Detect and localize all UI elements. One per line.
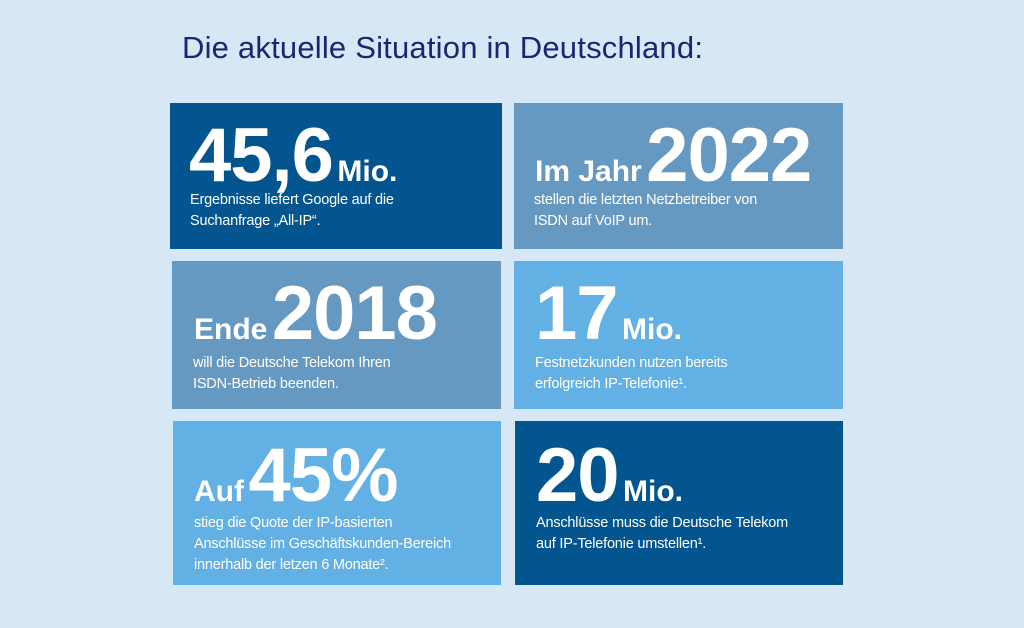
stat-description: stieg die Quote der IP-basierten Anschlü… [194, 513, 451, 576]
stat-card-17-million: 17 Mio. Festnetzkunden nutzen bereits er… [514, 261, 843, 409]
description-line: Ergebnisse liefert Google auf die [190, 192, 394, 208]
stat-headline: 17 Mio. [535, 276, 682, 352]
stat-headline: Im Jahr 2022 [535, 118, 812, 194]
stat-description: Ergebnisse liefert Google auf die Suchan… [190, 190, 394, 232]
stat-card-45-percent: Auf 45% stieg die Quote der IP-basierten… [173, 421, 501, 585]
stat-description: stellen die letzten Netzbetreiber von IS… [534, 190, 757, 232]
stat-card-google-results: 45,6 Mio. Ergebnisse liefert Google auf … [170, 103, 502, 249]
description-line: auf IP-Telefonie umstellen¹. [536, 536, 707, 552]
stat-prefix: Ende [194, 313, 268, 346]
stat-description: will die Deutsche Telekom Ihren ISDN-Bet… [193, 353, 391, 395]
stat-number: 17 [535, 271, 619, 356]
stat-unit: Mio. [622, 313, 682, 346]
stat-unit: Mio. [337, 155, 398, 188]
stat-description: Festnetzkunden nutzen bereits erfolgreic… [535, 353, 728, 395]
stat-headline: 20 Mio. [536, 438, 683, 514]
stat-prefix: Auf [194, 475, 244, 508]
stat-prefix: Im Jahr [535, 155, 642, 188]
description-line: stieg die Quote der IP-basierten [194, 515, 393, 531]
stat-number: 2022 [646, 113, 812, 198]
page-title: Die aktuelle Situation in Deutschland: [182, 30, 704, 65]
stat-description: Anschlüsse muss die Deutsche Telekom auf… [536, 513, 788, 555]
stat-number: 45% [248, 433, 398, 518]
stat-headline: Auf 45% [194, 438, 399, 514]
description-line: Anschlüsse muss die Deutsche Telekom [536, 515, 789, 531]
description-line: innerhalb der letzen 6 Monate². [194, 557, 389, 573]
stat-headline: Ende 2018 [194, 276, 438, 352]
description-line: ISDN auf VoIP um. [534, 213, 653, 229]
description-line: ISDN-Betrieb beenden. [193, 376, 339, 392]
stat-card-year-2022: Im Jahr 2022 stellen die letzten Netzbet… [514, 103, 843, 249]
description-line: Festnetzkunden nutzen bereits [535, 355, 728, 371]
description-line: Suchanfrage „All-IP“. [190, 213, 321, 229]
description-line: Anschlüsse im Geschäftskunden-Bereich [194, 536, 451, 552]
stat-unit: Mio. [623, 475, 683, 508]
description-line: stellen die letzten Netzbetreiber von [534, 192, 758, 208]
description-line: will die Deutsche Telekom Ihren [193, 355, 391, 371]
stat-number: 20 [536, 433, 620, 518]
stat-number: 45,6 [189, 113, 334, 198]
stat-number: 2018 [271, 271, 438, 356]
stat-headline: 45,6 Mio. [189, 118, 397, 194]
description-line: erfolgreich IP-Telefonie¹. [535, 376, 687, 392]
stat-card-end-2018: Ende 2018 will die Deutsche Telekom Ihre… [172, 261, 501, 409]
stat-card-20-million: 20 Mio. Anschlüsse muss die Deutsche Tel… [515, 421, 843, 585]
